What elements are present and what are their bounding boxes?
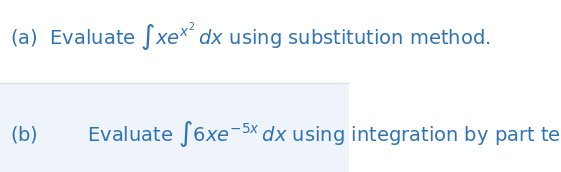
- Text: (a)  Evaluate $\int xe^{x^2}\,dx$ using substitution method.: (a) Evaluate $\int xe^{x^2}\,dx$ using s…: [11, 22, 491, 54]
- Text: (b)        Evaluate $\int 6xe^{-5x}\,dx$ using integration by part technique.: (b) Evaluate $\int 6xe^{-5x}\,dx$ using …: [11, 119, 561, 149]
- FancyBboxPatch shape: [0, 83, 349, 172]
